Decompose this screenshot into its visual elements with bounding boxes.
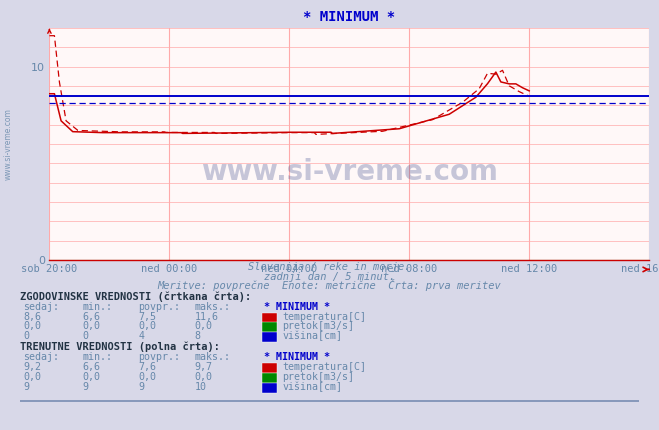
Text: 8: 8 [194,331,200,341]
Text: 9: 9 [82,382,88,392]
Text: višina[cm]: višina[cm] [282,331,342,341]
Text: povpr.:: povpr.: [138,302,181,312]
Text: 0,0: 0,0 [138,321,156,332]
Text: 8,6: 8,6 [23,312,41,322]
Text: 0,0: 0,0 [82,372,100,382]
Text: 4: 4 [138,331,144,341]
Text: zadnji dan / 5 minut.: zadnji dan / 5 minut. [264,271,395,282]
Text: maks.:: maks.: [194,302,231,312]
Text: 6,6: 6,6 [82,362,100,372]
Text: 9: 9 [23,382,29,392]
Text: 0,0: 0,0 [23,372,41,382]
Text: TRENUTNE VREDNOSTI (polna črta):: TRENUTNE VREDNOSTI (polna črta): [20,341,219,352]
Text: pretok[m3/s]: pretok[m3/s] [282,321,354,332]
Text: Meritve: povprečne  Enote: metrične  Črta: prva meritev: Meritve: povprečne Enote: metrične Črta:… [158,279,501,291]
Text: 9,7: 9,7 [194,362,212,372]
Text: 6,6: 6,6 [82,312,100,322]
Text: sedaj:: sedaj: [23,352,59,362]
Text: ZGODOVINSKE VREDNOSTI (črtkana črta):: ZGODOVINSKE VREDNOSTI (črtkana črta): [20,291,251,302]
Text: maks.:: maks.: [194,352,231,362]
Text: 7,5: 7,5 [138,312,156,322]
Text: 9: 9 [138,382,144,392]
Text: 9,2: 9,2 [23,362,41,372]
Text: temperatura[C]: temperatura[C] [282,362,366,372]
Text: 0,0: 0,0 [194,372,212,382]
Text: višina[cm]: višina[cm] [282,381,342,392]
Text: 10: 10 [194,382,206,392]
Text: 7,6: 7,6 [138,362,156,372]
Text: povpr.:: povpr.: [138,352,181,362]
Text: min.:: min.: [82,352,113,362]
Text: 0,0: 0,0 [82,321,100,332]
Text: www.si-vreme.com: www.si-vreme.com [201,158,498,186]
Text: * MINIMUM *: * MINIMUM * [264,302,330,312]
Text: 11,6: 11,6 [194,312,218,322]
Text: sedaj:: sedaj: [23,302,59,312]
Text: temperatura[C]: temperatura[C] [282,312,366,322]
Text: 0: 0 [23,331,29,341]
Text: 0,0: 0,0 [194,321,212,332]
Text: www.si-vreme.com: www.si-vreme.com [3,108,13,180]
Text: 0,0: 0,0 [138,372,156,382]
Text: Slovenija / reke in morje.: Slovenija / reke in morje. [248,261,411,272]
Text: min.:: min.: [82,302,113,312]
Text: * MINIMUM *: * MINIMUM * [264,352,330,362]
Text: pretok[m3/s]: pretok[m3/s] [282,372,354,382]
Text: 0,0: 0,0 [23,321,41,332]
Text: 0: 0 [82,331,88,341]
Title: * MINIMUM *: * MINIMUM * [303,10,395,24]
